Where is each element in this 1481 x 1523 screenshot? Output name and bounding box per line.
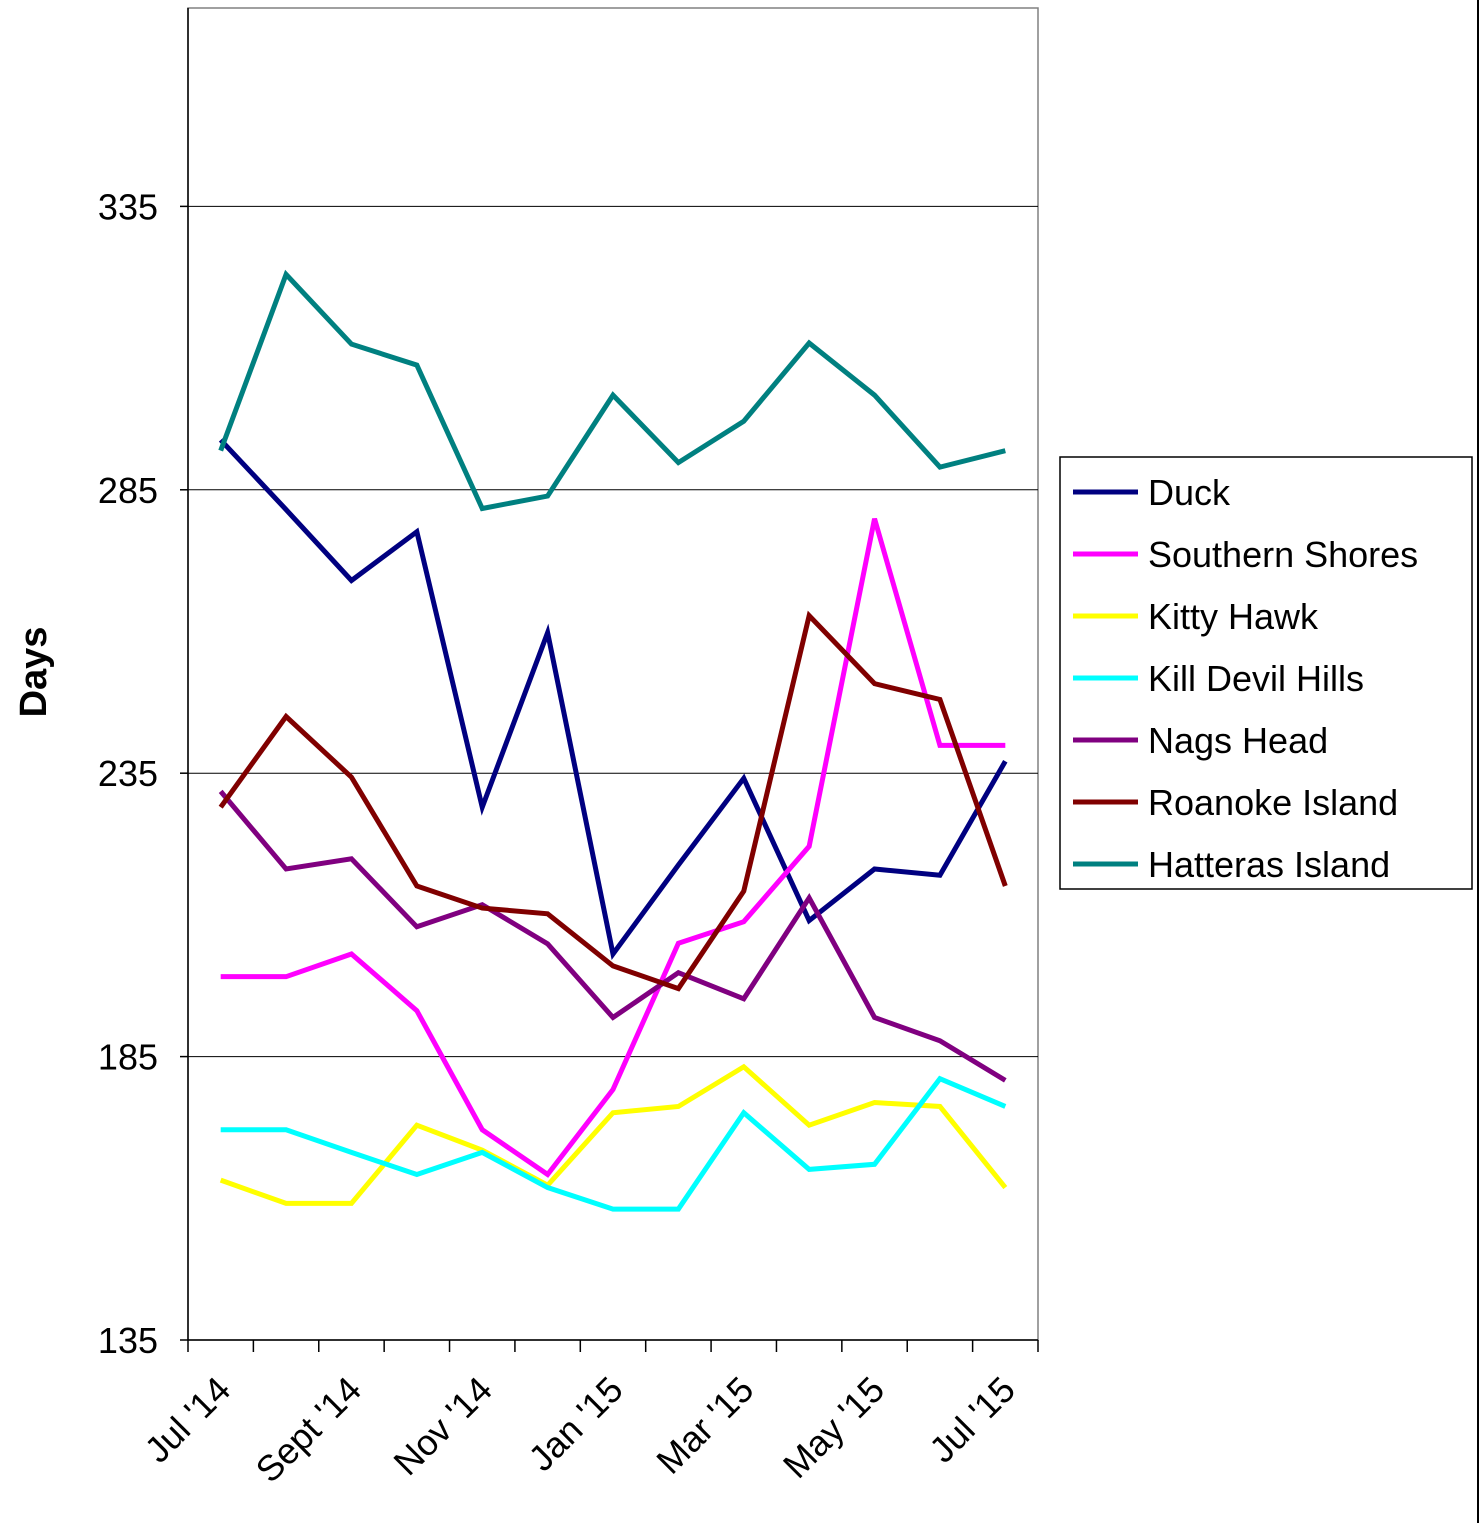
x-tick-label: Nov '14 <box>385 1369 500 1484</box>
legend-label: Duck <box>1148 472 1231 513</box>
series-line <box>218 789 1007 1083</box>
y-axis-label: Days <box>13 627 55 718</box>
y-tick-label: 235 <box>98 753 158 794</box>
series-line <box>220 1075 1007 1212</box>
x-tick-label: Jul '14 <box>137 1369 239 1471</box>
y-tick-label: 185 <box>98 1037 158 1078</box>
legend-label: Roanoke Island <box>1148 782 1398 823</box>
x-tick-label: Mar '15 <box>648 1369 761 1482</box>
y-tick-label: 135 <box>98 1320 158 1361</box>
series-line <box>218 610 1008 992</box>
legend-label: Kitty Hawk <box>1148 596 1319 637</box>
legend-label: Hatteras Island <box>1148 844 1390 885</box>
x-tick-label: Sept '14 <box>248 1369 370 1491</box>
series-line <box>218 269 1006 512</box>
series-line <box>218 438 1008 961</box>
x-tick-label: Jan '15 <box>520 1369 630 1479</box>
y-tick-label: 335 <box>98 186 158 227</box>
legend-label: Kill Devil Hills <box>1148 658 1364 699</box>
x-tick-label: May '15 <box>775 1369 892 1486</box>
legend-label: Southern Shores <box>1148 534 1418 575</box>
series-line <box>219 1063 1008 1206</box>
series-line <box>220 518 1006 1178</box>
y-tick-label: 285 <box>98 470 158 511</box>
legend-box <box>1059 456 1473 890</box>
legend-label: Nags Head <box>1148 720 1328 761</box>
x-tick-label: Jul '15 <box>921 1369 1023 1471</box>
